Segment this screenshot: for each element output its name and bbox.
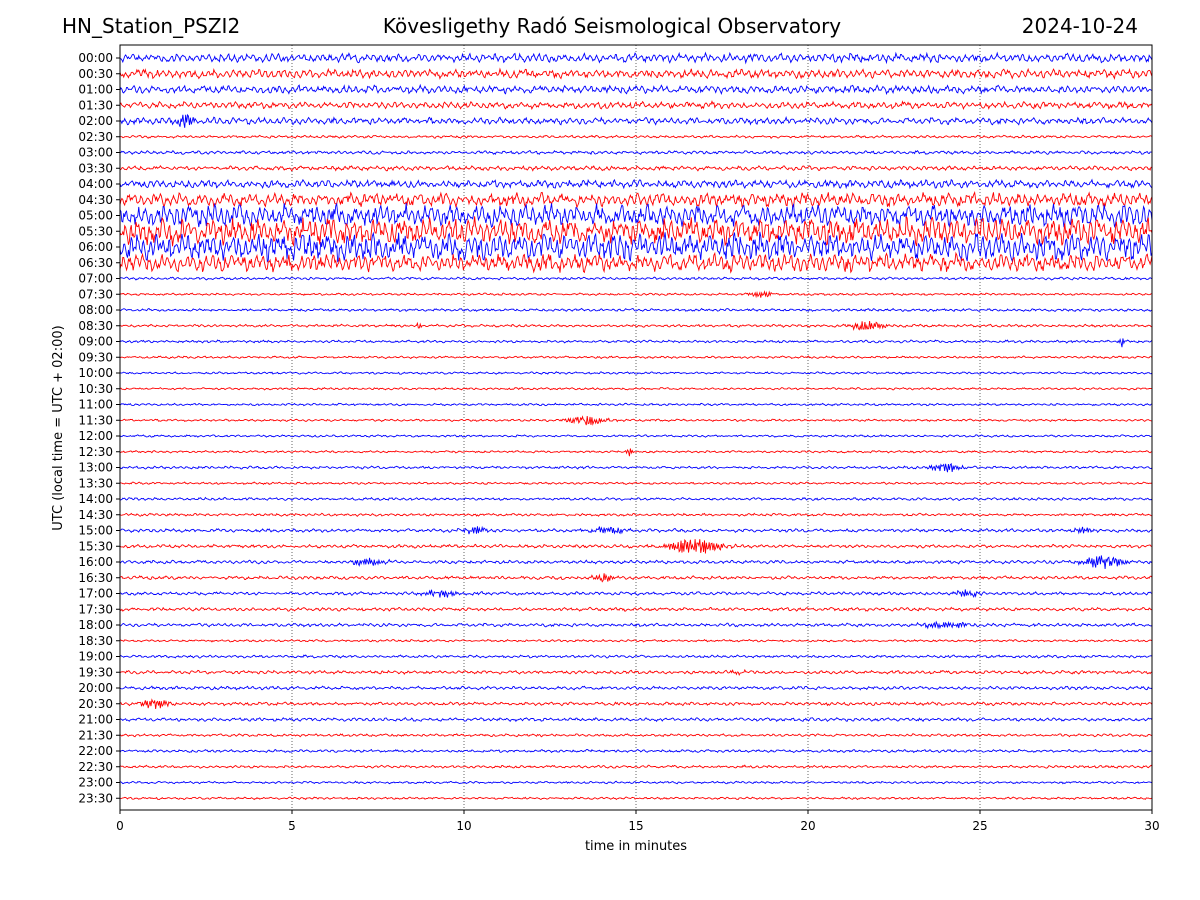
y-tick-label: 17:30 — [78, 602, 113, 616]
y-tick-label: 05:00 — [78, 209, 113, 223]
y-tick-label: 00:00 — [78, 51, 113, 65]
trace-1730 — [120, 607, 1152, 611]
y-tick-label: 13:30 — [78, 476, 113, 490]
x-axis: 0 5 10 15 20 25 30 — [116, 810, 1159, 833]
trace-1400 — [120, 497, 1152, 500]
trace-1500 — [120, 526, 1152, 534]
y-tick-label: 15:00 — [78, 524, 113, 538]
y-tick-label: 01:30 — [78, 98, 113, 112]
grid-lines — [292, 45, 980, 810]
y-tick-label: 13:00 — [78, 461, 113, 475]
trace-0500 — [120, 203, 1152, 227]
x-tick-label: 10 — [456, 819, 471, 833]
y-tick-label: 04:00 — [78, 177, 113, 191]
y-tick-label: 03:30 — [78, 161, 113, 175]
y-tick-label: 09:30 — [78, 350, 113, 364]
trace-1530 — [120, 539, 1152, 553]
trace-2030 — [120, 700, 1152, 709]
y-tick-label: 22:00 — [78, 744, 113, 758]
y-tick-label: 15:30 — [78, 539, 113, 553]
y-tick-label: 06:00 — [78, 240, 113, 254]
y-tick-label: 14:30 — [78, 508, 113, 522]
trace-0100 — [120, 85, 1152, 94]
y-tick-label: 07:30 — [78, 287, 113, 301]
y-tick-label: 20:30 — [78, 697, 113, 711]
y-tick-label: 16:00 — [78, 555, 113, 569]
trace-0430 — [120, 192, 1152, 207]
y-tick-label: 17:00 — [78, 587, 113, 601]
y-tick-label: 02:30 — [78, 130, 113, 144]
y-tick-label: 23:30 — [78, 791, 113, 805]
trace-0230 — [120, 135, 1152, 138]
y-tick-label: 23:00 — [78, 776, 113, 790]
x-tick-label: 0 — [116, 819, 124, 833]
y-tick-label: 08:00 — [78, 303, 113, 317]
y-tick-label: 02:00 — [78, 114, 113, 128]
x-tick-label: 5 — [288, 819, 296, 833]
trace-0830 — [120, 321, 1152, 330]
trace-2330 — [120, 797, 1152, 800]
y-tick-label: 07:00 — [78, 272, 113, 286]
trace-1230 — [120, 449, 1152, 457]
y-tick-label: 11:30 — [78, 413, 113, 427]
y-tick-label: 03:00 — [78, 146, 113, 160]
y-tick-label: 18:00 — [78, 618, 113, 632]
trace-2200 — [120, 749, 1152, 752]
y-tick-label: 06:30 — [78, 256, 113, 270]
y-tick-label: 21:00 — [78, 713, 113, 727]
y-tick-label: 16:30 — [78, 571, 113, 585]
y-tick-label: 08:30 — [78, 319, 113, 333]
helicorder-chart: 00:00 00:30 01:0001:30 02:00 02:30 03:0003:30… — [0, 0, 1200, 900]
y-tick-label: 14:00 — [78, 492, 113, 506]
trace-1630 — [120, 573, 1152, 581]
y-tick-label: 21:30 — [78, 728, 113, 742]
y-tick-label: 19:00 — [78, 650, 113, 664]
trace-1700 — [120, 589, 1152, 597]
y-tick-label: 10:30 — [78, 382, 113, 396]
y-tick-label: 20:00 — [78, 681, 113, 695]
trace-1030 — [120, 388, 1152, 390]
y-tick-label: 18:30 — [78, 634, 113, 648]
y-tick-label: 22:30 — [78, 760, 113, 774]
y-tick-label: 10:00 — [78, 366, 113, 380]
y-tick-label: 05:30 — [78, 224, 113, 238]
trace-0730 — [120, 292, 1152, 298]
trace-0330 — [120, 166, 1152, 171]
x-tick-label: 30 — [1144, 819, 1159, 833]
y-axis-label: UTC (local time = UTC + 02:00) — [51, 325, 66, 530]
y-tick-label: 12:00 — [78, 429, 113, 443]
x-tick-label: 15 — [628, 819, 643, 833]
y-tick-label: 11:00 — [78, 398, 113, 412]
trace-1600 — [120, 555, 1152, 569]
x-tick-label: 25 — [972, 819, 987, 833]
trace-0630 — [120, 253, 1152, 273]
trace-0030 — [120, 69, 1152, 79]
x-tick-label: 20 — [800, 819, 815, 833]
y-tick-label: 09:00 — [78, 335, 113, 349]
y-tick-label: 00:30 — [78, 67, 113, 81]
y-tick-label: 01:00 — [78, 83, 113, 97]
trace-0200 — [120, 115, 1152, 128]
y-tick-label: 19:30 — [78, 665, 113, 679]
y-tick-label: 12:30 — [78, 445, 113, 459]
trace-2000 — [120, 686, 1152, 690]
y-tick-label: 04:30 — [78, 193, 113, 207]
x-axis-label: time in minutes — [585, 839, 687, 854]
